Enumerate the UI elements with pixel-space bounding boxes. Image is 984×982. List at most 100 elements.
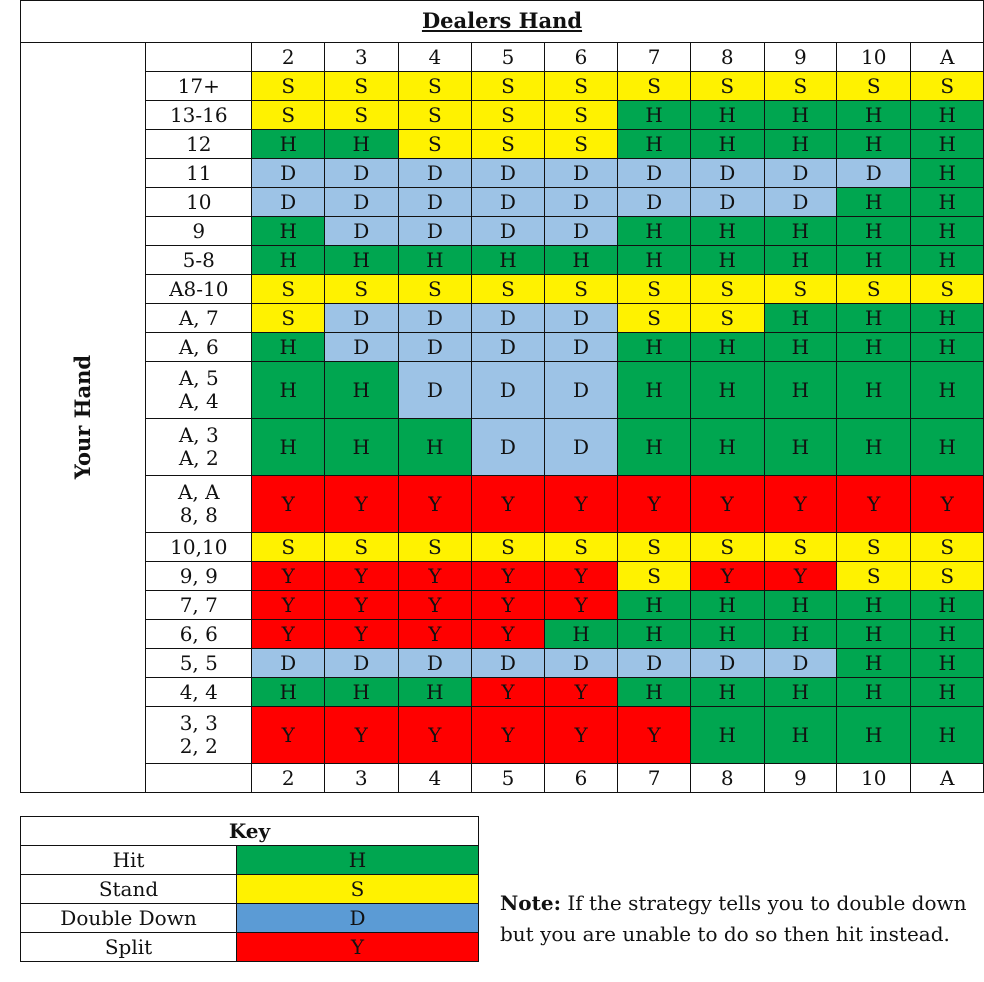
dealer-card-footer: 4 <box>397 763 473 793</box>
dealer-card-header: 6 <box>543 42 619 72</box>
key-row: Double Down D <box>20 903 479 933</box>
action-cell: S <box>689 303 765 333</box>
key-row: Hit H <box>20 845 479 875</box>
action-cell: D <box>836 158 912 188</box>
action-cell: S <box>763 532 838 562</box>
player-hand-label: 5-8 <box>145 245 253 275</box>
action-cell: H <box>617 619 691 649</box>
action-cell: H <box>617 129 691 159</box>
action-cell: D <box>543 361 619 419</box>
action-cell: D <box>324 216 399 246</box>
action-cell: H <box>324 245 399 275</box>
action-cell: D <box>471 418 545 476</box>
dealer-card-footer: 7 <box>617 763 691 793</box>
action-cell: H <box>910 677 984 707</box>
action-cell: Y <box>543 677 619 707</box>
action-cell: H <box>763 361 838 419</box>
action-cell: D <box>397 332 473 362</box>
action-cell: D <box>763 158 838 188</box>
action-cell: Y <box>763 475 838 533</box>
action-cell: H <box>836 677 912 707</box>
action-cell: S <box>324 71 399 101</box>
action-cell: H <box>689 361 765 419</box>
action-cell: H <box>836 590 912 620</box>
action-cell: Y <box>836 475 912 533</box>
action-cell: H <box>324 418 399 476</box>
action-cell: H <box>324 677 399 707</box>
dealer-card-header: 10 <box>836 42 912 72</box>
action-cell: Y <box>324 706 399 764</box>
action-cell: H <box>763 677 838 707</box>
dealer-card-footer: 5 <box>471 763 545 793</box>
action-cell: S <box>689 532 765 562</box>
action-cell: H <box>397 245 473 275</box>
action-cell: H <box>910 303 984 333</box>
action-cell: S <box>543 100 619 130</box>
action-cell: H <box>763 590 838 620</box>
action-cell: H <box>910 418 984 476</box>
action-cell: D <box>324 648 399 678</box>
key-code: D <box>236 903 479 933</box>
action-cell: H <box>689 129 765 159</box>
action-cell: D <box>543 418 619 476</box>
action-cell: H <box>397 677 473 707</box>
action-cell: D <box>397 648 473 678</box>
action-cell: Y <box>543 590 619 620</box>
action-cell: D <box>763 187 838 217</box>
action-cell: Y <box>397 561 473 591</box>
action-cell: Y <box>324 561 399 591</box>
action-cell: D <box>543 216 619 246</box>
action-cell: H <box>617 590 691 620</box>
action-cell: H <box>836 706 912 764</box>
action-cell: D <box>397 158 473 188</box>
dealer-card-footer: 6 <box>543 763 619 793</box>
action-cell: H <box>836 648 912 678</box>
action-cell: H <box>763 332 838 362</box>
action-cell: H <box>910 332 984 362</box>
player-hand-label: 10,10 <box>145 532 253 562</box>
action-cell: H <box>471 245 545 275</box>
action-cell: D <box>543 158 619 188</box>
dealer-card-header: 3 <box>324 42 399 72</box>
note-text: If the strategy tells you to double down… <box>500 891 967 946</box>
player-hand-text: 7, 7 <box>179 592 218 617</box>
key-row: Stand S <box>20 874 479 904</box>
action-cell: D <box>617 187 691 217</box>
dealer-card-footer: A <box>910 763 984 793</box>
action-cell: H <box>910 129 984 159</box>
action-cell: H <box>543 245 619 275</box>
dealer-card-header: A <box>910 42 984 72</box>
action-cell: S <box>397 71 473 101</box>
action-cell: H <box>617 245 691 275</box>
action-cell: D <box>763 648 838 678</box>
player-hand-text: 5, 5 <box>179 650 218 675</box>
dealer-card-header: 9 <box>763 42 838 72</box>
action-cell: H <box>689 590 765 620</box>
action-cell: D <box>397 216 473 246</box>
action-cell: H <box>689 332 765 362</box>
action-cell: S <box>543 274 619 304</box>
action-cell: S <box>251 71 325 101</box>
player-hand-text: 4, 4 <box>179 679 218 704</box>
action-cell: D <box>471 158 545 188</box>
action-cell: D <box>543 332 619 362</box>
player-hand-label: A, 5 A, 4 <box>145 361 253 419</box>
action-cell: H <box>543 619 619 649</box>
action-cell: Y <box>251 619 325 649</box>
action-cell: D <box>324 187 399 217</box>
table-row: 10,10 S S S S S S S S S S <box>21 532 984 562</box>
action-cell: D <box>689 187 765 217</box>
action-cell: Y <box>543 561 619 591</box>
action-cell: S <box>471 129 545 159</box>
action-cell: H <box>836 619 912 649</box>
action-cell: H <box>397 418 473 476</box>
action-cell: Y <box>763 561 838 591</box>
player-hand-label: 11 <box>145 158 253 188</box>
action-cell: S <box>543 71 619 101</box>
action-cell: Y <box>689 561 765 591</box>
action-cell: Y <box>251 475 325 533</box>
action-cell: Y <box>471 677 545 707</box>
